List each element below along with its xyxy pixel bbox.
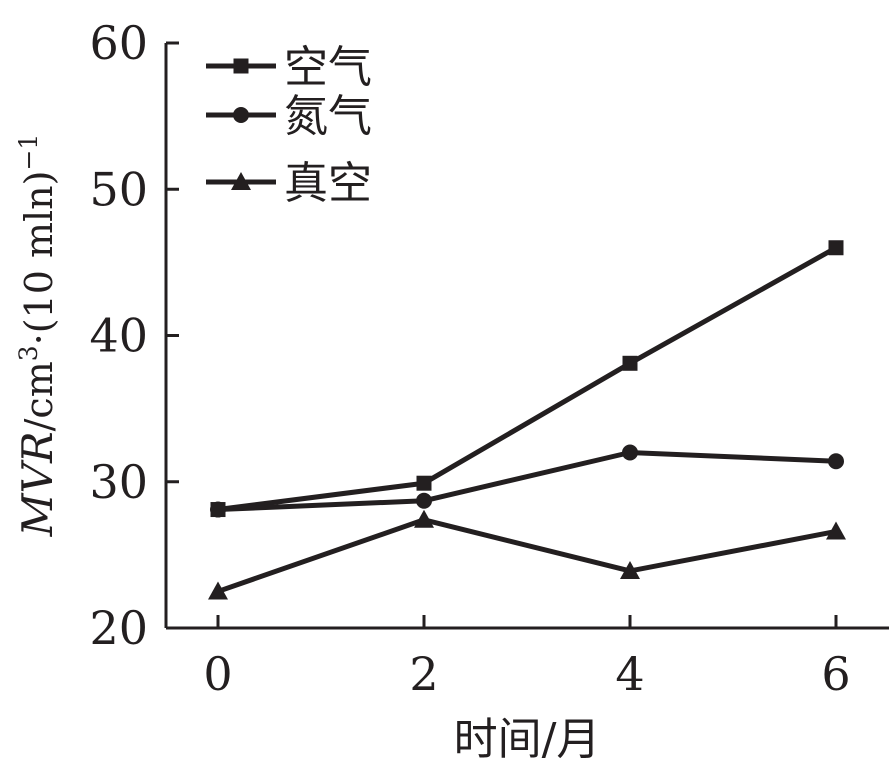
legend-item: 氮气: [206, 91, 372, 142]
data-point-square: [416, 475, 432, 491]
series-line: [217, 517, 837, 594]
legend-marker-circle: [233, 107, 249, 123]
legend-item: 真空: [206, 158, 372, 209]
y-axis-title-unit-a: /cm: [17, 361, 61, 431]
y-ticks: 20 30 40 50 60: [89, 16, 179, 655]
x-ticks: 0 2 4 6: [203, 615, 851, 701]
y-tick-label: 50: [89, 162, 148, 216]
y-tick-label: 20: [89, 601, 148, 655]
series-layer: [208, 240, 846, 600]
x-tick-label: 0: [203, 647, 232, 701]
legend-label: 氮气: [284, 91, 372, 142]
series-circle: [210, 444, 844, 518]
y-axis-title-var: MVR: [13, 431, 62, 537]
data-point-circle: [622, 444, 638, 461]
x-tick-label: 4: [615, 647, 644, 701]
data-point-triangle: [208, 581, 228, 600]
y-tick-label: 40: [89, 309, 148, 363]
data-point-triangle: [826, 521, 846, 540]
data-point-circle: [828, 453, 844, 470]
y-axis-title-sup-b: −1: [14, 134, 43, 171]
y-tick-label: 60: [89, 16, 148, 70]
y-axis-title: MVR/cm3·(10 mln)−1: [13, 134, 62, 538]
data-point-square: [622, 355, 638, 371]
legend-label: 真空: [284, 158, 372, 209]
x-axis-title: 时间/月: [454, 714, 601, 765]
series-line: [217, 245, 838, 513]
data-point-circle: [416, 492, 432, 509]
data-point-circle: [210, 501, 226, 518]
legend-label: 空气: [284, 42, 372, 93]
legend-marker-square: [233, 58, 249, 74]
legend-item: 空气: [206, 42, 372, 93]
data-point-square: [828, 240, 844, 256]
series-triangle: [208, 509, 846, 600]
y-tick-label: 30: [89, 455, 148, 509]
data-point-triangle: [620, 560, 640, 579]
x-tick-label: 2: [409, 647, 438, 701]
y-axis-title-unit-b: ·(10 mln): [17, 171, 61, 346]
series-line: [217, 450, 837, 513]
legend-marker-triangle: [231, 172, 251, 190]
x-tick-label: 6: [821, 647, 850, 701]
data-point-triangle: [414, 509, 434, 528]
y-axis-title-sup-a: 3: [14, 345, 43, 361]
